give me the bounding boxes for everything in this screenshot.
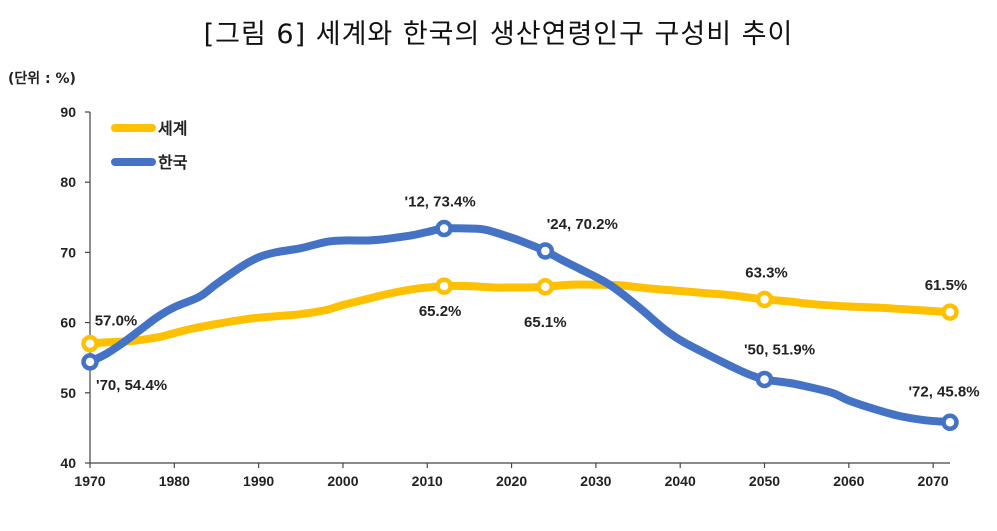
- data-label: 65.2%: [419, 303, 462, 320]
- data-label: '50, 51.9%: [744, 341, 815, 358]
- x-tick-label: 1990: [243, 473, 274, 489]
- series-layer: [86, 224, 954, 427]
- data-point-marker: [435, 277, 453, 295]
- chart-title: [그림 6] 세계와 한국의 생산연령인구 구성비 추이: [203, 19, 794, 50]
- data-point-marker: [755, 290, 774, 309]
- data-point-marker: [81, 334, 99, 353]
- axes: 40 50 60 70 80 90 1970 1980 1990 2000 2010 2020 2030…: [60, 104, 950, 489]
- label-layer: 57.0% 65.2% 65.1% 63.3% 61.5% '70, 54.4% '12, …: [95, 194, 980, 401]
- data-point-marker: [536, 278, 555, 296]
- data-label: '24, 70.2%: [547, 216, 618, 233]
- x-tick-label: 1970: [74, 473, 105, 489]
- data-point-marker: [941, 303, 959, 321]
- x-tick-label: 2060: [833, 473, 864, 489]
- x-tick-label: 2000: [327, 473, 358, 489]
- y-tick-label: 70: [60, 244, 76, 260]
- x-tick-label: 2020: [496, 473, 527, 489]
- unit-label: (단위 : %): [8, 71, 76, 87]
- y-tick-label: 50: [60, 385, 76, 401]
- data-point-marker: [81, 353, 99, 371]
- x-tick-label: 1980: [159, 473, 190, 489]
- marker-layer: [81, 219, 959, 432]
- data-label: 57.0%: [95, 313, 138, 330]
- x-tick-label: 2010: [412, 473, 443, 489]
- data-label: 65.1%: [524, 314, 567, 331]
- legend-label: 한국: [158, 153, 188, 172]
- x-tick-label: 2030: [580, 473, 611, 489]
- legend-label: 세계: [158, 119, 187, 138]
- x-tick-label: 2050: [749, 473, 780, 489]
- data-point-marker: [536, 242, 555, 260]
- y-tick-label: 60: [60, 315, 76, 331]
- data-point-marker: [941, 413, 959, 432]
- data-point-marker: [435, 219, 453, 238]
- series-line-korea: [86, 224, 954, 427]
- x-tick-label: 2040: [665, 473, 696, 489]
- data-label: '12, 73.4%: [405, 194, 476, 211]
- y-tick-label: 40: [60, 455, 76, 471]
- y-tick-label: 80: [60, 174, 76, 190]
- x-tick-label: 2070: [918, 473, 949, 489]
- data-label: '70, 54.4%: [96, 377, 167, 394]
- series-line-world: [86, 280, 954, 348]
- data-label: 61.5%: [925, 277, 968, 294]
- y-tick-label: 90: [60, 104, 76, 120]
- data-label: 63.3%: [745, 264, 788, 281]
- data-label: '72, 45.8%: [908, 383, 979, 400]
- data-point-marker: [755, 370, 774, 389]
